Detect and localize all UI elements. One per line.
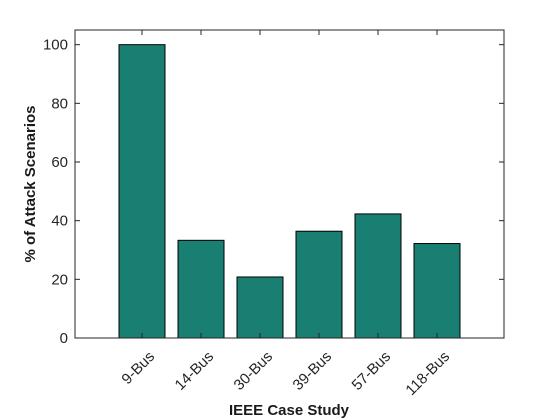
x-tick-label: 39-Bus [290,348,336,394]
axes-layer [74,29,505,339]
bar-30-bus [236,276,284,339]
plot-frame [74,29,505,339]
x-tick-label: 9-Bus [118,348,158,388]
y-tick-label: 100 [43,37,68,54]
x-tick-label: 30-Bus [231,348,277,394]
bar-39-bus [295,230,343,339]
x-tick-label: 14-Bus [172,348,218,394]
y-tick-label: 80 [51,95,68,112]
y-tick-label: 0 [60,330,68,347]
ticks-layer: 0 20 40 60 80 100 9-Bus 14-Bus 30-Bus 39-Bus 57-Bu… [43,30,504,399]
bar-57-bus [354,213,402,339]
bar-14-bus [177,239,225,339]
y-tick-label: 40 [51,213,68,230]
bar-9-bus [118,44,166,339]
x-tick-label: 118-Bus [402,348,453,399]
x-axis-title: IEEE Case Study [229,402,350,419]
y-tick-label: 20 [51,271,68,288]
bars-layer [118,44,461,339]
bar-118-bus [413,243,461,339]
x-tick-label: 57-Bus [349,348,395,394]
y-axis-title: % of Attack Scenarios [22,106,39,263]
y-tick-label: 60 [51,154,68,171]
